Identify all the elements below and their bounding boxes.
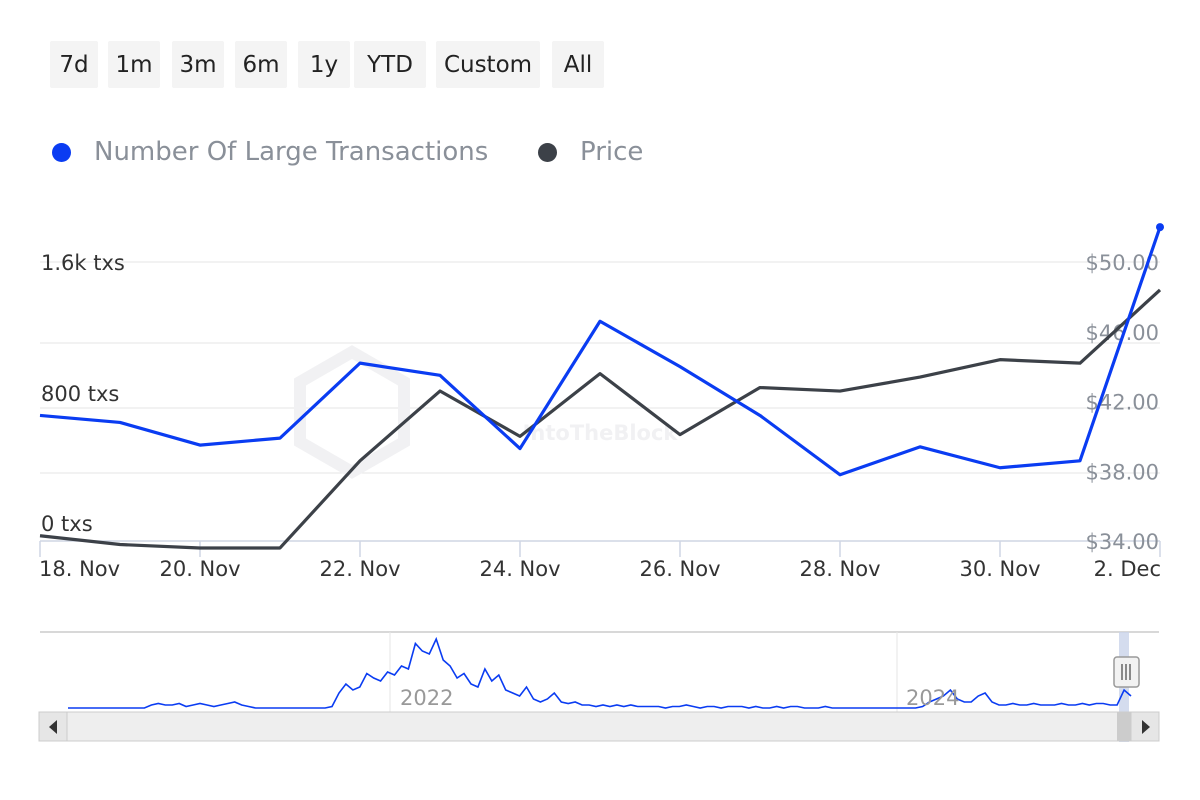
legend-item-price[interactable]: Price (538, 134, 643, 170)
chevron-left-icon (49, 720, 57, 734)
y-right-tick-label: $34.00 (1086, 530, 1159, 554)
x-tick-label: 2. Dec (1094, 557, 1161, 581)
watermark-text: IntoTheBlock (523, 421, 679, 445)
x-tick-label: 20. Nov (159, 557, 240, 581)
x-tick-label: 26. Nov (639, 557, 720, 581)
range-button-3m[interactable]: 3m (172, 41, 224, 88)
x-tick-label: 28. Nov (799, 557, 880, 581)
x-tick-label: 30. Nov (959, 557, 1040, 581)
y-left-tick-label: 800 txs (41, 382, 119, 406)
range-button-6m[interactable]: 6m (235, 41, 287, 88)
range-button-all[interactable]: All (552, 41, 604, 88)
range-button-7d[interactable]: 7d (50, 41, 98, 88)
y-left-tick-label: 1.6k txs (41, 251, 125, 275)
range-button-1m[interactable]: 1m (108, 41, 160, 88)
legend-label-price: Price (580, 137, 644, 167)
chevron-right-icon (1142, 720, 1150, 734)
navigator-series-line (68, 636, 1132, 709)
navigator-scrollbar-track[interactable] (38, 711, 1160, 742)
x-tick-label: 18. Nov (39, 557, 120, 581)
data-point-transactions (1156, 223, 1164, 232)
y-left-tick-label: 0 txs (41, 512, 93, 536)
navigator-year-label: 2024 (906, 686, 959, 710)
legend-label-transactions: Number Of Large Transactions (94, 137, 489, 167)
legend-dot-price-icon (538, 142, 557, 162)
series-line-price (39, 288, 1162, 550)
x-tick-label: 22. Nov (319, 557, 400, 581)
navigator-year-label: 2022 (400, 686, 453, 710)
range-button-ytd[interactable]: YTD (354, 41, 426, 88)
x-tick-label: 24. Nov (479, 557, 560, 581)
watermark-logo-icon (294, 345, 410, 479)
y-right-tick-label: $38.00 (1086, 460, 1159, 484)
range-button-custom[interactable]: Custom (436, 41, 540, 88)
legend-dot-transactions-icon (52, 142, 71, 162)
scrollbar-thumb[interactable] (1117, 712, 1131, 741)
legend-item-transactions[interactable]: Number Of Large Transactions (52, 134, 488, 170)
range-button-1y[interactable]: 1y (298, 41, 350, 88)
